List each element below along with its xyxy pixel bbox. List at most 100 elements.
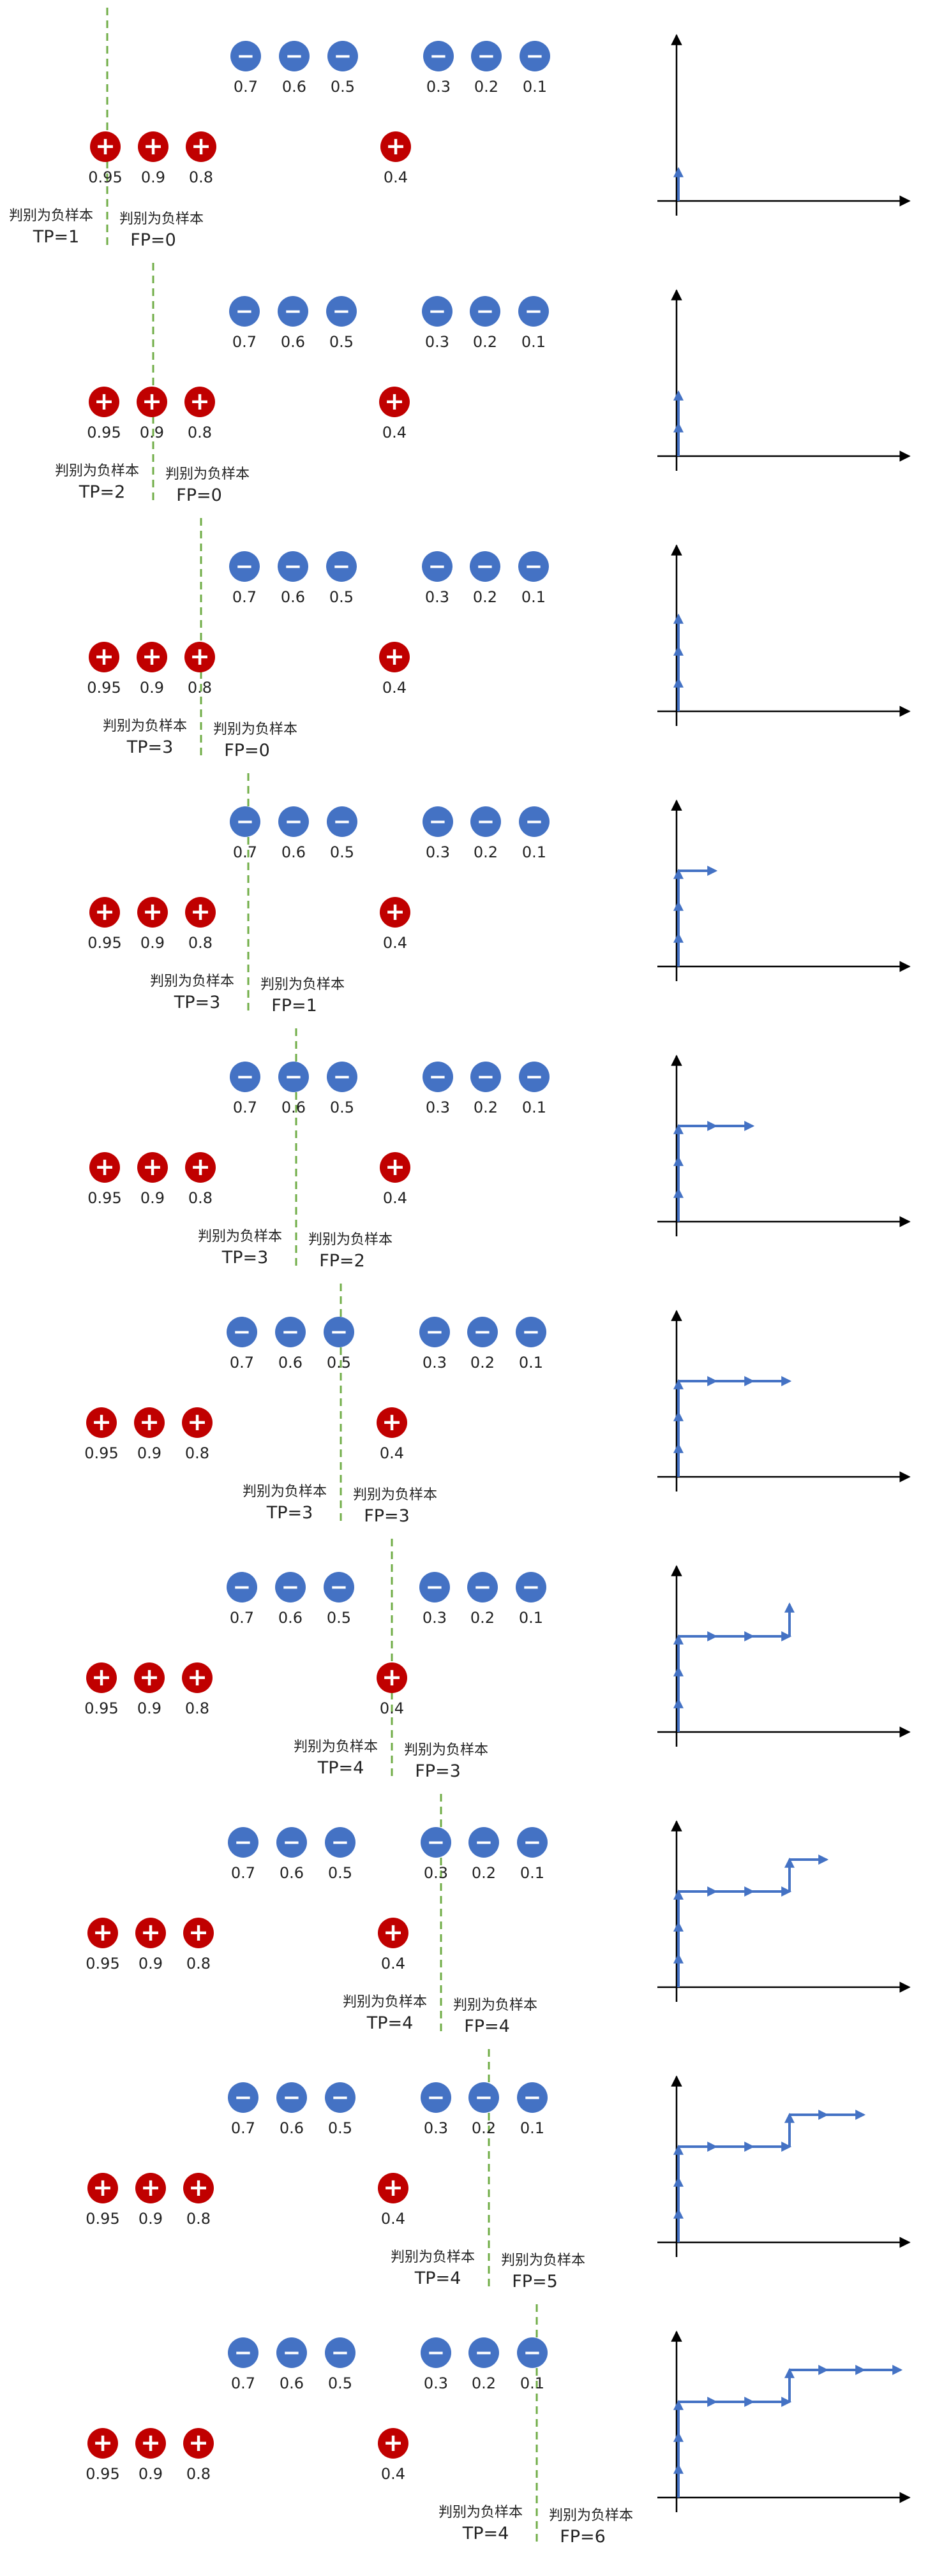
minus-icon: − <box>523 2340 542 2365</box>
minus-icon: − <box>474 1574 492 1600</box>
positive-score-label: 0.9 <box>140 424 164 441</box>
minus-icon: − <box>281 1319 300 1345</box>
positive-sample-circle <box>86 1662 117 1693</box>
negative-sample-circle <box>325 1827 355 1858</box>
positive-score-label: 0.95 <box>87 1189 121 1207</box>
positive-sample: +0.8 <box>182 1662 213 1717</box>
positive-score-label: 0.4 <box>383 1189 407 1207</box>
negative-score-label: 0.6 <box>278 1354 303 1372</box>
minus-icon: − <box>525 809 544 834</box>
right-caption-label: 判别为负样本 <box>549 2508 633 2524</box>
plus-icon: + <box>382 1663 402 1691</box>
negative-sample: − 0.2 <box>470 551 500 606</box>
negative-sample: − 0.7 <box>227 1317 257 1372</box>
negative-sample: − 0.5 <box>325 2337 355 2392</box>
minus-icon: − <box>330 1574 348 1600</box>
plus-icon: + <box>384 387 405 415</box>
positive-score-label: 0.8 <box>188 1189 213 1207</box>
negative-score-label: 0.6 <box>281 333 305 351</box>
fp-count: FP=5 <box>512 2272 558 2291</box>
left-caption-label: 判别为负样本 <box>9 208 93 224</box>
positive-sample: +0.95 <box>86 1918 120 1973</box>
negative-sample: − 0.3 <box>421 2082 451 2137</box>
negative-sample-circle <box>275 1317 306 1347</box>
negative-sample-circle <box>421 2082 451 2113</box>
negative-sample: − 0.1 <box>519 806 550 861</box>
plus-icon: + <box>188 1918 209 1946</box>
positive-score-label: 0.95 <box>87 934 121 952</box>
negative-score-label: 0.7 <box>231 1864 255 1882</box>
negative-score-label: 0.2 <box>474 78 498 96</box>
minus-icon: − <box>476 299 495 324</box>
plus-icon: + <box>94 387 114 415</box>
positive-sample-circle <box>137 1152 168 1183</box>
negative-sample-circle <box>227 1572 257 1603</box>
minus-icon: − <box>475 2085 493 2110</box>
positive-sample: +0.4 <box>380 1152 410 1207</box>
positive-sample: +0.8 <box>183 2173 214 2228</box>
negative-sample-circle <box>423 41 454 71</box>
positive-sample: +0.9 <box>135 2173 166 2228</box>
panel-2: −0.7−0.6−0.5−0.3−0.2−0.1+0.95+0.9+0.8+0.… <box>55 263 911 505</box>
negative-sample-circle <box>421 1827 451 1858</box>
negative-sample: − 0.6 <box>279 41 310 96</box>
negative-score-label: 0.1 <box>522 1099 546 1116</box>
tp-count: TP=3 <box>174 993 221 1012</box>
minus-icon: − <box>283 1830 301 1855</box>
positive-sample: +0.95 <box>86 2428 120 2483</box>
positive-sample: +0.8 <box>185 1152 216 1207</box>
negative-sample-circle <box>468 2082 499 2113</box>
negative-sample: − 0.5 <box>324 1317 354 1372</box>
negative-sample-circle <box>278 806 309 837</box>
positive-sample: +0.95 <box>87 897 122 952</box>
plus-icon: + <box>384 642 405 670</box>
negative-sample: − 0.2 <box>471 41 502 96</box>
positive-sample-circle <box>186 131 216 162</box>
plus-icon: + <box>385 132 406 160</box>
negative-score-label: 0.6 <box>280 2119 304 2137</box>
negative-score-label: 0.1 <box>519 1354 543 1372</box>
minus-icon: − <box>236 554 254 579</box>
positive-sample-circle <box>86 1407 117 1438</box>
negative-sample: − 0.5 <box>327 806 357 861</box>
negative-score-label: 0.5 <box>327 1354 351 1372</box>
negative-sample: − 0.3 <box>419 1572 450 1627</box>
negative-sample: − 0.2 <box>468 2082 499 2137</box>
negative-sample: − 0.1 <box>516 1572 546 1627</box>
fp-count: FP=3 <box>364 1506 410 1526</box>
negative-sample-circle <box>278 296 308 327</box>
positive-sample: +0.9 <box>134 1407 165 1462</box>
tp-count: TP=3 <box>126 737 174 757</box>
right-caption-label: 判别为负样本 <box>260 977 345 993</box>
positive-sample: +0.4 <box>378 2173 408 2228</box>
negative-sample: − 0.2 <box>467 1572 498 1627</box>
positive-score-label: 0.4 <box>383 934 407 952</box>
positive-score-label: 0.8 <box>186 1955 211 1973</box>
positive-score-label: 0.95 <box>87 424 121 441</box>
negative-sample-circle <box>471 41 502 71</box>
negative-sample: − 0.5 <box>327 41 358 96</box>
positive-sample: +0.8 <box>183 2428 214 2483</box>
negative-score-label: 0.7 <box>230 1609 254 1627</box>
positive-sample: +0.9 <box>137 642 167 697</box>
plus-icon: + <box>139 1408 160 1436</box>
positive-sample-circle <box>87 2173 118 2203</box>
plus-icon: + <box>139 1663 160 1691</box>
positive-score-label: 0.8 <box>185 1699 209 1717</box>
positive-sample-circle <box>183 1918 214 1948</box>
positive-sample: +0.4 <box>379 642 410 697</box>
positive-score-label: 0.9 <box>137 1444 161 1462</box>
minus-icon: − <box>334 43 352 69</box>
negative-score-label: 0.6 <box>281 843 306 861</box>
minus-icon: − <box>477 809 495 834</box>
minus-icon: − <box>429 1064 447 1090</box>
positive-sample: +0.9 <box>134 1662 165 1717</box>
plus-icon: + <box>91 1408 112 1436</box>
plus-icon: + <box>142 898 163 926</box>
negative-score-label: 0.3 <box>424 2119 448 2137</box>
negative-sample-circle <box>278 1062 309 1092</box>
negative-sample-circle <box>228 2082 258 2113</box>
right-caption-label: 判别为负样本 <box>213 722 297 737</box>
negative-sample: − 0.5 <box>327 1062 357 1116</box>
plus-icon: + <box>190 642 210 670</box>
